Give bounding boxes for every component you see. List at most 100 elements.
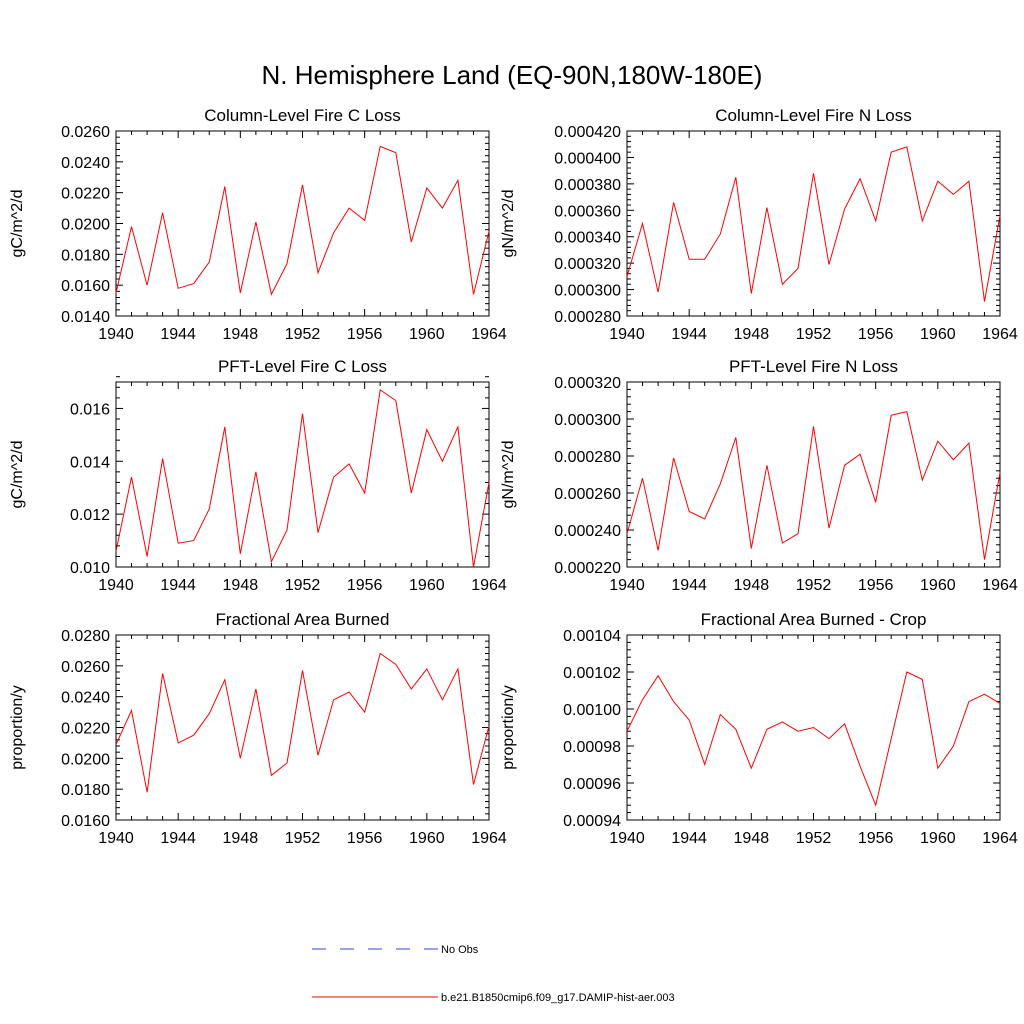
- y-tick-label: 0.000420: [554, 124, 621, 141]
- figure-title: N. Hemisphere Land (EQ-90N,180W-180E): [262, 60, 763, 90]
- series-line: [115, 652, 490, 793]
- x-tick-label: 1952: [796, 326, 832, 343]
- y-tick-label: 0.000240: [554, 523, 621, 540]
- y-tick-label: 0.000320: [554, 375, 621, 392]
- x-tick-label: 1964: [471, 326, 507, 343]
- x-tick-label: 1944: [671, 577, 707, 594]
- x-tick-label: 1944: [671, 830, 707, 847]
- x-tick-label: 1960: [920, 577, 956, 594]
- y-tick-label: 0.0180: [61, 782, 110, 799]
- y-tick-label: 0.000300: [554, 412, 621, 429]
- x-tick-label: 1956: [347, 577, 383, 594]
- x-tick-label: 1956: [858, 326, 894, 343]
- legend-model-label: b.e21.B1850cmip6.f09_g17.DAMIP-hist-aer.…: [441, 992, 675, 1004]
- x-tick-label: 1956: [347, 326, 383, 343]
- panel-title: PFT-Level Fire C Loss: [218, 357, 387, 376]
- y-tick-label: 0.0200: [61, 217, 110, 234]
- y-tick-label: 0.000300: [554, 283, 621, 300]
- y-tick-label: 0.00104: [563, 628, 621, 645]
- plot-frame: [626, 381, 1001, 568]
- x-tick-label: 1952: [796, 577, 832, 594]
- y-tick-label: 0.000280: [554, 449, 621, 466]
- y-axis-label: proportion/y: [9, 685, 26, 770]
- y-tick-label: 0.000380: [554, 177, 621, 194]
- y-tick-label: 0.012: [70, 507, 110, 524]
- y-axis-label: proportion/y: [500, 685, 517, 770]
- x-tick-label: 1964: [982, 577, 1018, 594]
- y-tick-label: 0.0260: [61, 124, 110, 141]
- y-tick-label: 0.00102: [563, 665, 621, 682]
- panel-1: Column-Level Fire C Loss gC/m^2/d 1940 1944…: [9, 106, 507, 343]
- x-tick-label: 1952: [285, 326, 321, 343]
- x-tick-label: 1940: [609, 326, 645, 343]
- series-line: [115, 145, 490, 296]
- x-tick-label: 1960: [409, 830, 445, 847]
- x-tick-label: 1960: [920, 830, 956, 847]
- x-tick-label: 1960: [409, 326, 445, 343]
- x-tick-label: 1940: [98, 830, 134, 847]
- y-tick-label: 0.00098: [563, 739, 621, 756]
- y-tick-label: 0.000260: [554, 486, 621, 503]
- x-tick-label: 1948: [734, 577, 770, 594]
- panels: Column-Level Fire C Loss gC/m^2/d 1940 1944…: [9, 106, 1018, 847]
- y-tick-label: 0.0240: [61, 690, 110, 707]
- y-tick-label: 0.000280: [554, 309, 621, 326]
- plot-frame: [115, 634, 490, 821]
- x-tick-label: 1944: [671, 326, 707, 343]
- panel-5: Fractional Area Burned proportion/y 1940 19…: [9, 610, 507, 847]
- panel-title: Column-Level Fire C Loss: [204, 106, 401, 125]
- y-tick-label: 0.014: [70, 454, 110, 471]
- x-tick-label: 1948: [223, 830, 259, 847]
- plot-frame: [115, 381, 490, 568]
- x-tick-label: 1948: [223, 326, 259, 343]
- panel-6: Fractional Area Burned - Crop proportion/…: [500, 610, 1018, 847]
- x-tick-label: 1948: [734, 830, 770, 847]
- series-line: [626, 146, 1001, 302]
- x-tick-label: 1948: [223, 577, 259, 594]
- y-tick-label: 0.0280: [61, 628, 110, 645]
- x-tick-label: 1964: [471, 830, 507, 847]
- panel-2: Column-Level Fire N Loss gN/m^2/d 1940 1944…: [500, 106, 1018, 343]
- y-tick-label: 0.0260: [61, 659, 110, 676]
- x-tick-label: 1960: [920, 326, 956, 343]
- panel-4: PFT-Level Fire N Loss gN/m^2/d 1940 1944 194…: [500, 357, 1018, 594]
- y-axis-label: gC/m^2/d: [9, 441, 26, 509]
- series-line: [626, 410, 1001, 560]
- y-tick-label: 0.00100: [563, 702, 621, 719]
- x-tick-label: 1964: [982, 326, 1018, 343]
- y-axis-label: gN/m^2/d: [500, 441, 517, 509]
- y-tick-label: 0.000400: [554, 150, 621, 167]
- panel-title: PFT-Level Fire N Loss: [729, 357, 898, 376]
- x-tick-label: 1944: [160, 326, 196, 343]
- y-tick-label: 0.000220: [554, 560, 621, 577]
- y-tick-label: 0.0220: [61, 186, 110, 203]
- plot-frame: [626, 130, 1001, 317]
- panel-3: PFT-Level Fire C Loss gC/m^2/d 1940 1944 194…: [9, 357, 507, 594]
- y-tick-label: 0.00096: [563, 776, 621, 793]
- x-tick-label: 1944: [160, 830, 196, 847]
- x-tick-label: 1940: [98, 577, 134, 594]
- x-tick-label: 1940: [609, 830, 645, 847]
- y-tick-label: 0.016: [70, 401, 110, 418]
- y-axis-label: gN/m^2/d: [500, 190, 517, 258]
- legend-obs-label: No Obs: [441, 944, 479, 956]
- x-tick-label: 1956: [347, 830, 383, 847]
- plot-frame: [115, 130, 490, 317]
- y-tick-label: 0.000320: [554, 256, 621, 273]
- legend: No Obs b.e21.B1850cmip6.f09_g17.DAMIP-hi…: [312, 944, 675, 1004]
- y-tick-label: 0.0200: [61, 751, 110, 768]
- y-tick-label: 0.0160: [61, 813, 110, 830]
- y-tick-label: 0.000340: [554, 230, 621, 247]
- panel-title: Fractional Area Burned - Crop: [701, 610, 927, 629]
- y-tick-label: 0.0180: [61, 247, 110, 264]
- series-line: [115, 389, 490, 568]
- panel-title: Column-Level Fire N Loss: [715, 106, 912, 125]
- x-tick-label: 1940: [98, 326, 134, 343]
- x-tick-label: 1952: [285, 577, 321, 594]
- x-tick-label: 1952: [796, 830, 832, 847]
- series-line: [626, 671, 1001, 807]
- x-tick-label: 1956: [858, 577, 894, 594]
- x-tick-label: 1952: [285, 830, 321, 847]
- panel-title: Fractional Area Burned: [216, 610, 390, 629]
- y-tick-label: 0.00094: [563, 813, 621, 830]
